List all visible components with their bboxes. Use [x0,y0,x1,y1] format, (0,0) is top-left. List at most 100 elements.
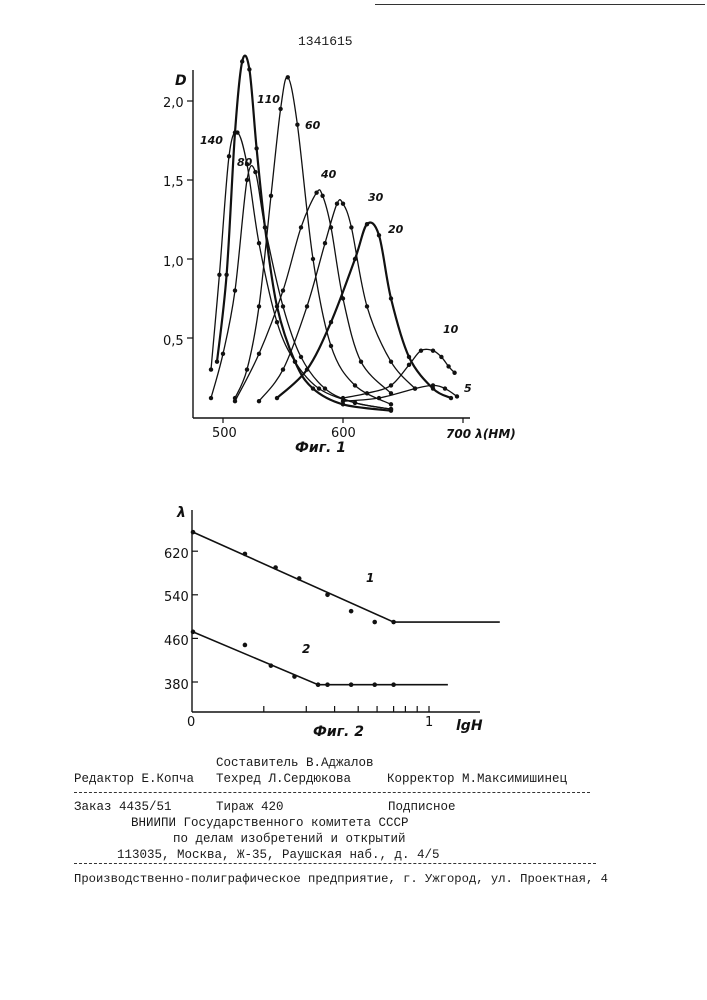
fig2-point-1 [325,593,330,598]
fig2-point-1 [372,620,377,625]
fig1-ytick-20: 2,0 [163,96,184,111]
publisher-line-3: 113035, Москва, Ж-35, Раушская наб., д. … [117,848,440,862]
fig1-curve-label-80: 80 [237,156,253,169]
fig2-point-2 [243,643,248,648]
fig1-point-30 [341,202,345,206]
fig1-point-20 [329,320,333,324]
fig1-point-40 [257,352,261,356]
fig1-curve-label-140: 140 [200,134,223,147]
fig1-point-140 [217,273,221,277]
fig1-point-10 [407,363,411,367]
fig1-point-40 [359,360,363,364]
fig1-point-20 [389,296,393,300]
fig1-point-5 [431,383,435,387]
fig1-curve-110 [217,56,391,411]
fig1-curves [211,56,457,411]
fig2-point-2 [269,663,274,668]
fig1-point-60 [257,304,261,308]
fig2-point-2 [391,682,396,687]
publisher-line-2: по делам изобретений и открытий [173,832,406,846]
fig2-xtick-0: 0 [187,715,195,730]
fig2-point-1 [273,565,278,570]
fig1-point-10 [419,348,423,352]
fig1-point-80 [253,170,257,174]
fig1-curve-label-10: 10 [443,323,459,336]
fig1-point-40 [299,225,303,229]
compiler-line: Составитель В.Аджалов [216,756,374,770]
fig1-point-20 [365,222,369,226]
rule-1 [74,792,590,793]
fig1-point-110 [224,273,228,277]
fig1-point-110 [233,130,237,134]
fig2-point-1 [243,552,248,557]
fig1-point-5 [377,396,381,400]
fig1-point-30 [257,399,261,403]
fig1-point-30 [323,241,327,245]
fig1-point-60 [286,75,290,79]
fig2-axes [192,510,480,712]
fig1-point-40 [320,194,324,198]
fig1-point-30 [389,360,393,364]
fig1-point-10 [365,391,369,395]
fig1-curve-label-40: 40 [320,168,337,181]
fig1-point-110 [247,67,251,71]
fig1-x-label: 700 λ(НМ) [446,427,516,441]
fig2-caption: Фиг. 2 [313,724,364,740]
fig1-point-30 [305,304,309,308]
publisher-line-1: ВНИИПИ Государственного комитета СССР [131,816,409,830]
fig1-point-110 [215,360,219,364]
fig1-xtick-500: 500 [212,426,237,441]
fig1-point-20 [377,233,381,237]
fig1-point-110 [240,59,244,63]
fig1-point-80 [281,304,285,308]
fig1-point-30 [365,304,369,308]
fig1-point-40 [281,288,285,292]
editor-line: Редактор Е.Копча [74,772,194,786]
fig1-point-30 [335,202,339,206]
fig1-point-80 [323,386,327,390]
fig1-curve-label-110: 110 [257,93,280,106]
fig1-point-80 [263,225,267,229]
figure-1: D 0,5 1,0 1,5 2,0 500 600 700 λ(НМ) Фиг.… [0,0,707,470]
fig1-caption: Фиг. 1 [295,440,346,456]
fig2-point-2 [325,682,330,687]
fig2-point-1 [349,609,354,614]
print-run: Тираж 420 [216,800,284,814]
fig1-point-110 [293,360,297,364]
fig2-point-2 [191,630,196,635]
fig1-point-5 [413,386,417,390]
fig1-point-10 [431,348,435,352]
fig2-point-1 [391,620,396,625]
fig1-point-140 [317,386,321,390]
fig2-ytick-380: 380 [164,678,189,693]
fig2-point-2 [349,682,354,687]
fig2-point-1 [191,530,196,535]
fig1-point-40 [329,225,333,229]
fig1-point-40 [314,190,318,194]
fig1-point-20 [353,257,357,261]
fig2-y-label: λ [176,505,186,521]
fig1-curve-label-30: 30 [368,191,384,204]
fig1-point-140 [257,241,261,245]
fig2-point-2 [372,682,377,687]
fig1-point-140 [227,154,231,158]
fig1-point-10 [452,371,456,375]
fig1-point-60 [245,367,249,371]
fig1-ytick-05: 0,5 [163,334,184,349]
fig1-point-140 [275,320,279,324]
techred-line: Техред Л.Сердюкова [216,772,351,786]
fig1-curve-label-5: 5 [464,382,472,395]
fig1-point-80 [209,396,213,400]
figure-2: λ 620 540 460 380 0 1 lgH Фиг. 2 1 2 [0,490,707,750]
fig1-curve-10 [343,349,455,398]
fig2-x-label: lgH [456,718,483,734]
fig2-point-2 [292,674,297,679]
fig1-point-60 [269,194,273,198]
fig2-xtick-1: 1 [425,715,433,730]
fig1-point-110 [254,146,258,150]
fig1-point-80 [389,407,393,411]
fig1-point-20 [305,367,309,371]
fig2-point-1 [297,576,302,581]
fig1-ytick-10: 1,0 [163,255,184,270]
rule-2 [74,863,596,864]
